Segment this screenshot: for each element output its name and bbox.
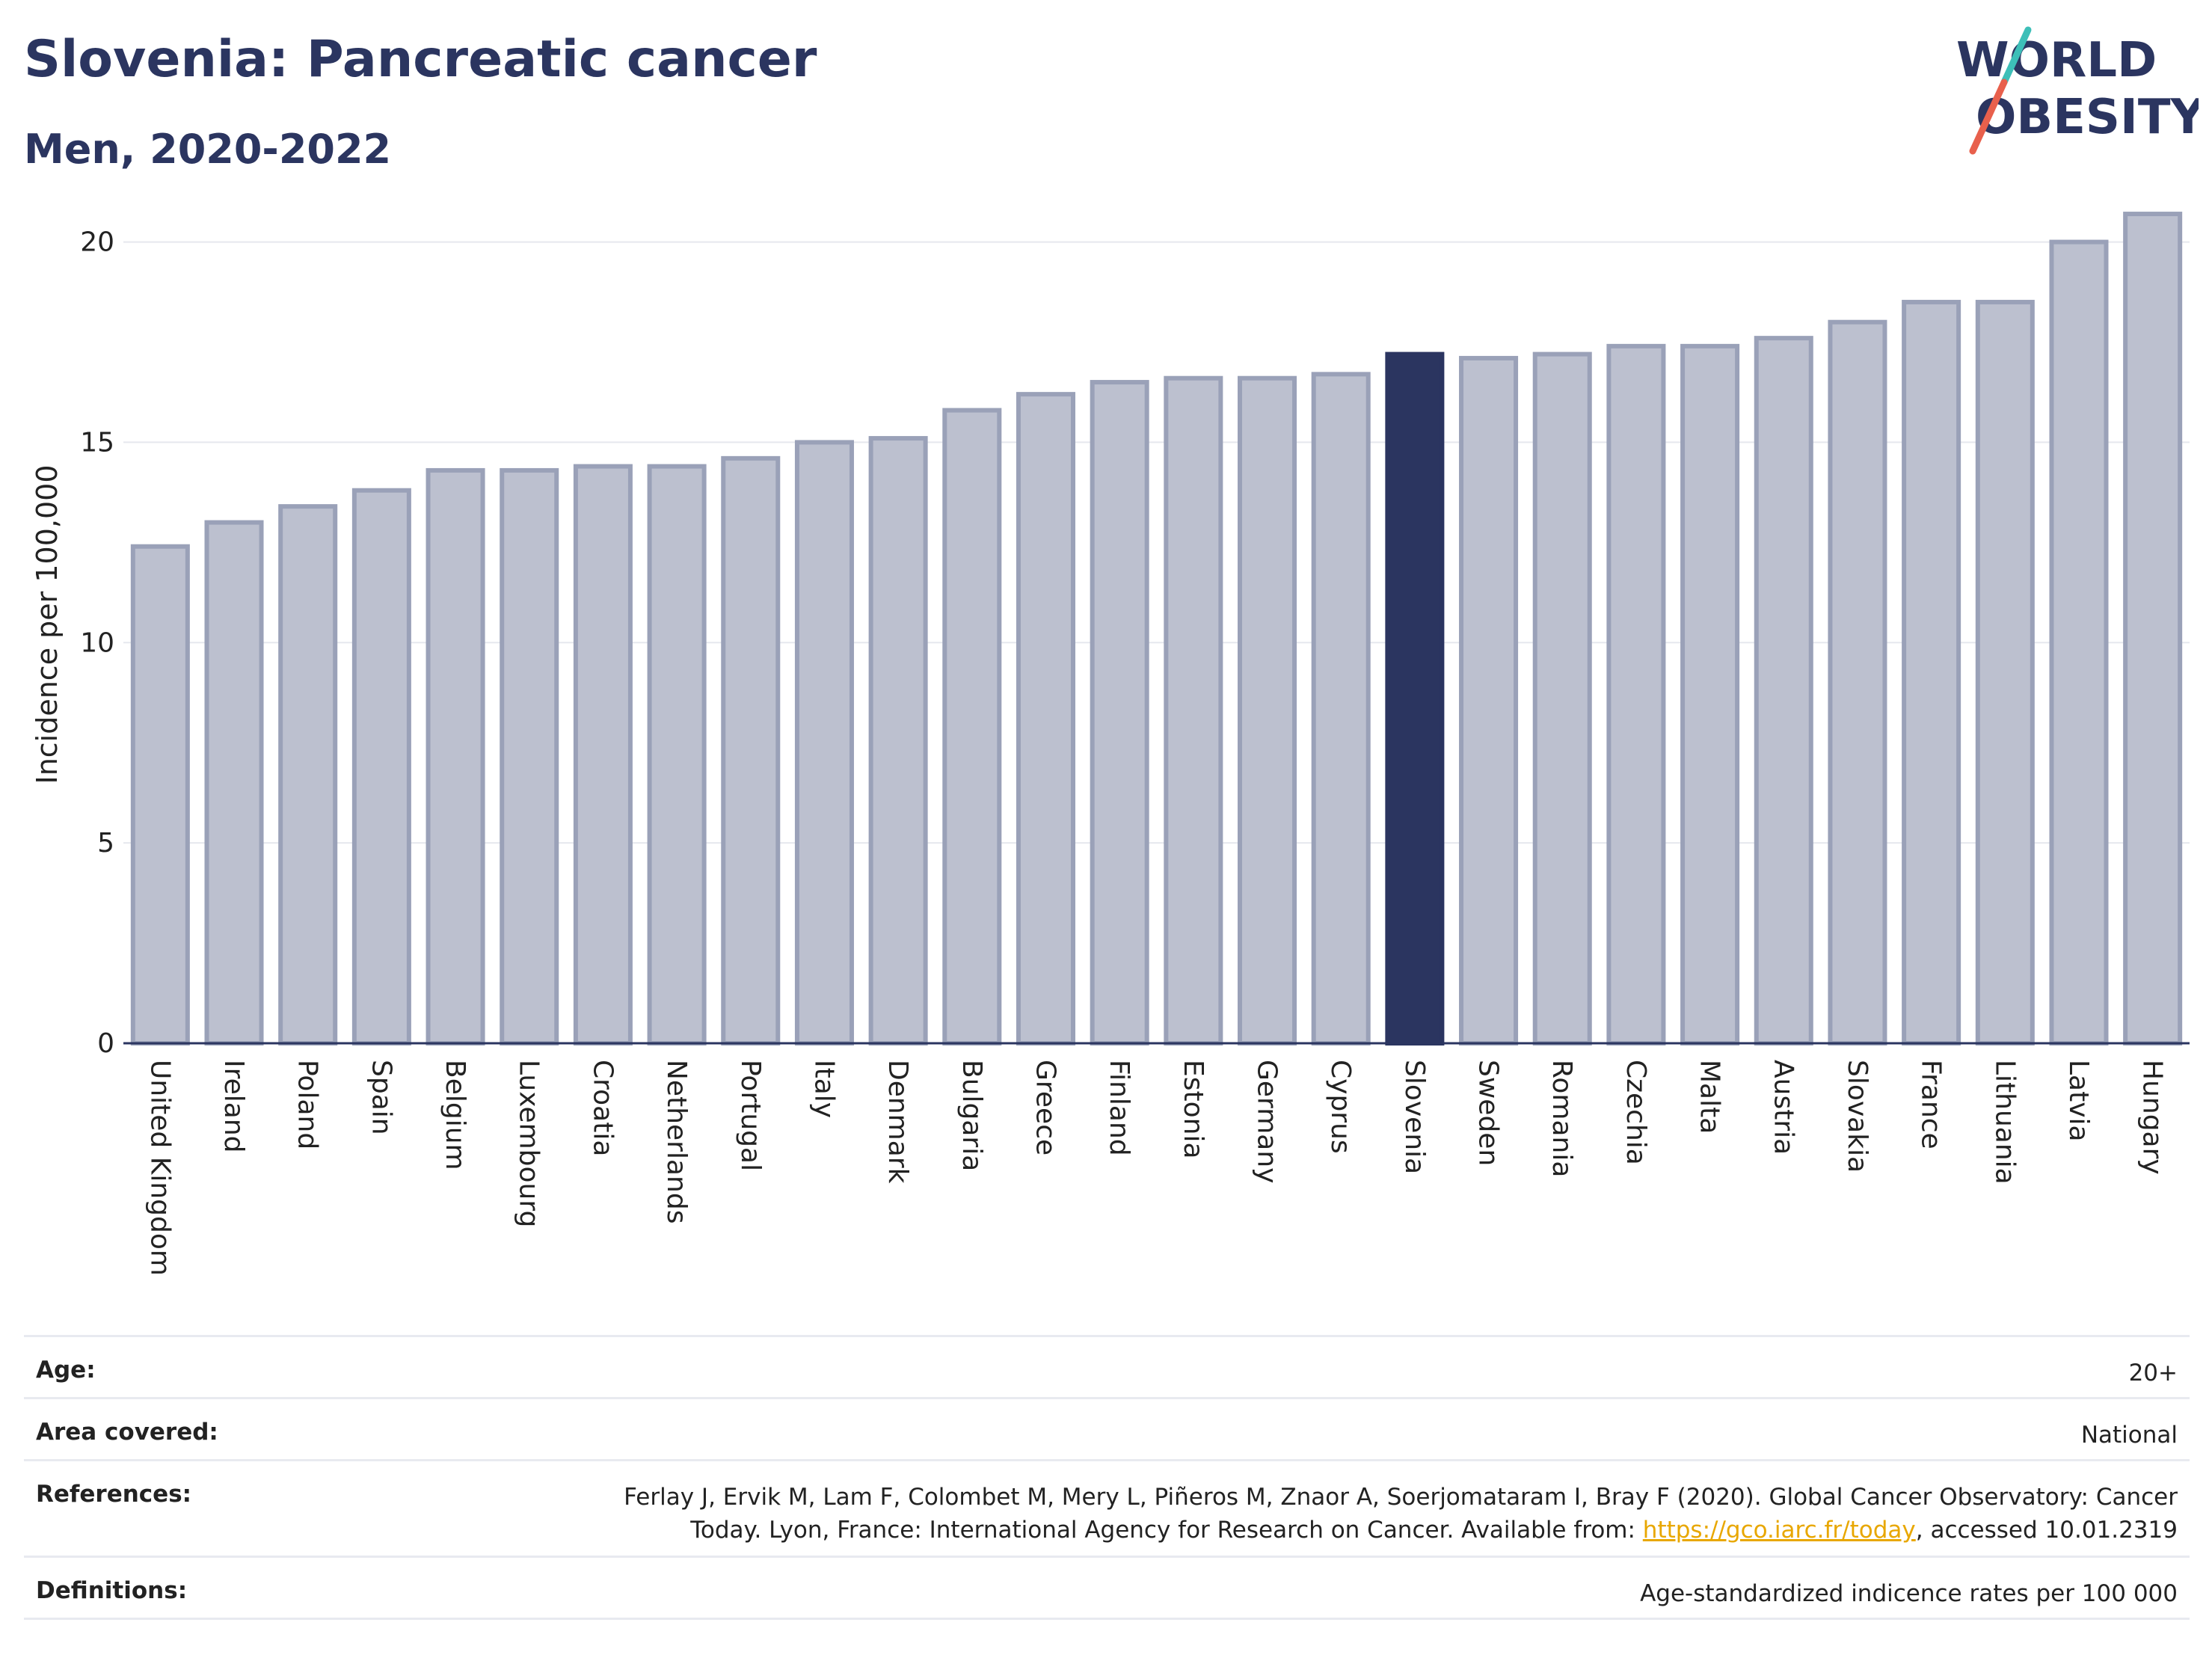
y-tick-label: 20: [80, 227, 114, 258]
area-label: Area covered:: [36, 1419, 218, 1446]
references-label: References:: [36, 1481, 192, 1508]
bar-france: [1902, 299, 1961, 1045]
bar-poland: [278, 504, 338, 1045]
x-tick-label: Germany: [1252, 1060, 1282, 1183]
bars: [130, 212, 2183, 1046]
x-tick-label: Romania: [1546, 1060, 1577, 1177]
info-row-area: Area covered: National: [24, 1397, 2190, 1459]
age-value: 20+: [2128, 1360, 2178, 1387]
x-tick-labels: United Kingdom Ireland Poland Spain Belgium L…: [144, 1060, 2167, 1276]
bar-romania: [1532, 351, 1592, 1046]
chart-title: Slovenia: Pancreatic cancer: [24, 30, 817, 89]
bar-hungary: [2123, 212, 2183, 1046]
y-tick-label: 0: [97, 1028, 114, 1059]
bar-denmark: [868, 436, 928, 1046]
chart-subtitle: Men, 2020-2022: [24, 126, 392, 173]
bar-slovenia: [1385, 351, 1445, 1046]
bar-ireland: [204, 520, 264, 1046]
x-tick-label: Belgium: [440, 1060, 470, 1170]
info-row-references: References: Ferlay J, Ervik M, Lam F, Co…: [24, 1459, 2190, 1556]
bar-greece: [1016, 392, 1075, 1045]
references-accessed: , accessed 10.01.2319: [1915, 1517, 2178, 1544]
references-value: Ferlay J, Ervik M, Lam F, Colombet M, Me…: [607, 1481, 2178, 1547]
x-tick-label: Sweden: [1473, 1060, 1504, 1166]
x-tick-label: Slovakia: [1842, 1060, 1872, 1173]
x-tick-label: Cyprus: [1325, 1060, 1356, 1154]
bar-united-kingdom: [130, 544, 190, 1045]
bar-bulgaria: [942, 408, 1002, 1046]
bar-czechia: [1606, 343, 1666, 1046]
x-tick-label: United Kingdom: [144, 1060, 175, 1276]
bar-belgium: [425, 467, 485, 1045]
bar-slovakia: [1828, 319, 1887, 1045]
x-tick-label: Croatia: [587, 1060, 618, 1156]
x-tick-label: Greece: [1030, 1060, 1060, 1155]
y-axis-label: Incidence per 100,000: [31, 464, 64, 784]
x-tick-label: Slovenia: [1399, 1060, 1430, 1174]
logo-text-obesity: OBESITY: [1976, 90, 2199, 145]
x-tick-label: Poland: [292, 1060, 323, 1149]
bar-spain: [351, 488, 411, 1045]
logo-text-world: WORLD: [1956, 33, 2157, 88]
info-row-definitions: Definitions: Age-standardized indicence …: [24, 1556, 2190, 1620]
references-link[interactable]: https://gco.iarc.fr/today: [1642, 1517, 1916, 1544]
x-tick-label: Bulgaria: [956, 1060, 987, 1171]
x-tick-label: Finland: [1104, 1060, 1134, 1156]
x-tick-label: Austria: [1768, 1060, 1798, 1155]
x-tick-label: France: [1916, 1060, 1947, 1149]
area-value: National: [2080, 1422, 2178, 1449]
bar-netherlands: [647, 464, 707, 1046]
x-tick-label: Spain: [366, 1060, 396, 1135]
y-tick-label: 15: [80, 427, 114, 458]
bar-malta: [1680, 343, 1740, 1046]
x-tick-label: Lithuania: [1989, 1060, 2020, 1185]
bar-austria: [1754, 336, 1813, 1045]
bar-portugal: [721, 455, 781, 1046]
x-tick-label: Latvia: [2063, 1060, 2094, 1142]
definitions-label: Definitions:: [36, 1577, 188, 1604]
y-tick-label: 10: [80, 627, 114, 658]
references-text: Ferlay J, Ervik M, Lam F, Colombet M, Me…: [624, 1484, 2178, 1544]
info-table: Age: 20+ Area covered: National Referenc…: [24, 1335, 2190, 1620]
bar-luxembourg: [500, 467, 559, 1045]
bar-estonia: [1164, 375, 1223, 1045]
x-tick-label: Portugal: [735, 1060, 766, 1171]
bar-finland: [1090, 380, 1149, 1046]
bar-chart: 0 5 10 15 20 United Kingdom Ireland Poland Spai…: [31, 212, 2190, 1276]
definitions-value: Age-standardized indicence rates per 100…: [1640, 1580, 2178, 1607]
x-tick-label: Italy: [808, 1060, 839, 1118]
y-tick-labels: 0 5 10 15 20: [80, 227, 114, 1059]
x-tick-label: Estonia: [1178, 1060, 1208, 1159]
x-tick-label: Netherlands: [661, 1060, 692, 1223]
x-tick-label: Luxembourg: [514, 1060, 544, 1227]
x-tick-label: Ireland: [218, 1060, 249, 1153]
bar-sweden: [1459, 355, 1519, 1045]
bar-lithuania: [1975, 299, 2035, 1045]
y-tick-label: 5: [97, 828, 114, 859]
bar-germany: [1238, 375, 1297, 1045]
bar-italy: [794, 440, 854, 1045]
x-tick-label: Hungary: [2137, 1060, 2168, 1175]
age-label: Age:: [36, 1357, 96, 1384]
x-tick-label: Denmark: [882, 1060, 913, 1184]
x-tick-label: Czechia: [1620, 1060, 1651, 1165]
x-tick-label: Malta: [1695, 1060, 1725, 1134]
bar-croatia: [573, 464, 633, 1046]
world-obesity-logo: WORLD OBESITY: [1956, 26, 2199, 155]
bar-latvia: [2049, 239, 2109, 1046]
bar-cyprus: [1311, 372, 1371, 1046]
info-row-age: Age: 20+: [24, 1335, 2190, 1397]
